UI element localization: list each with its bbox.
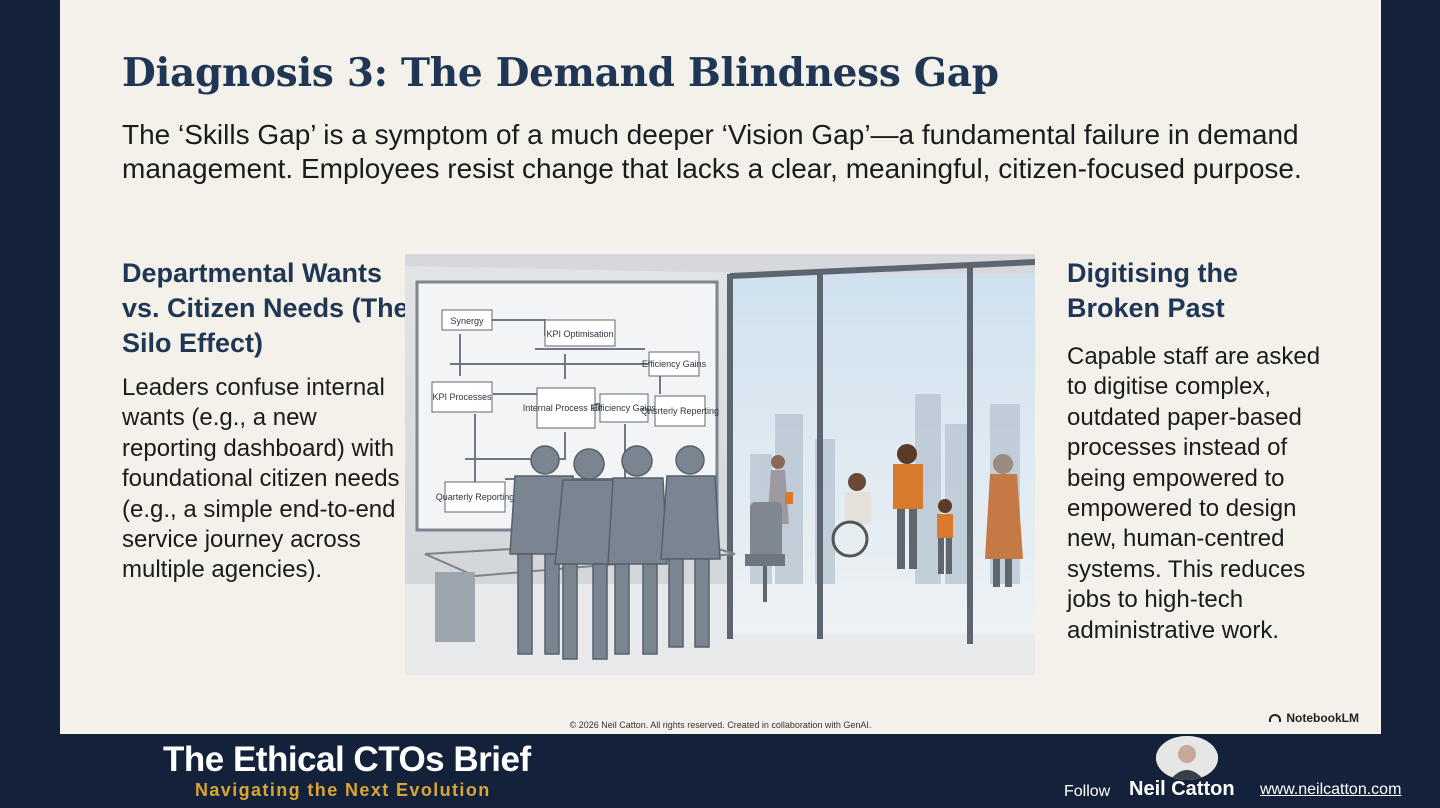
brand-subtitle: Navigating the Next Evolution — [195, 780, 491, 800]
left-column-body: Leaders confuse internal wants (e.g., a … — [122, 374, 400, 584]
copyright-notice: © 2026 Neil Catton. All rights reserved.… — [569, 720, 872, 730]
wb-box-4: KPI Processes — [432, 392, 492, 402]
wb-box-5: Internal Process Flow — [523, 403, 610, 413]
wb-box-8: Quarterly Reporting — [436, 492, 515, 502]
office-illustration: Synergy KPI Optimisation Efficiency Gain… — [405, 254, 1035, 675]
executives-group — [509, 445, 721, 660]
avatar-icon — [1156, 736, 1218, 780]
wb-box-2: KPI Optimisation — [546, 329, 613, 339]
left-column-heading: Departmental Wants vs. Citizen Needs (Th… — [122, 258, 409, 358]
notebooklm-label: NotebookLM — [1286, 711, 1359, 725]
slide-subtitle: The ‘Skills Gap’ is a symptom of a much … — [122, 119, 1302, 184]
brand-title: The Ethical CTOs Brief — [163, 740, 531, 779]
wb-box-6: Efficiency Gains — [592, 403, 657, 413]
slide-title: Diagnosis 3: The Demand Blindness Gap — [122, 50, 999, 96]
wb-box-3: Efficiency Gains — [642, 359, 707, 369]
notebooklm-icon — [1269, 714, 1282, 722]
right-column-body: Capable staff are asked to digitise comp… — [1067, 343, 1321, 644]
wb-box-7: Qnsrterly Reperting — [641, 406, 719, 416]
website-link[interactable]: www.neilcatton.com — [1260, 781, 1402, 798]
author-name[interactable]: Neil Catton — [1129, 778, 1235, 800]
illustration-svg: Synergy KPI Optimisation Efficiency Gain… — [405, 254, 1035, 675]
notebooklm-watermark: NotebookLM — [1269, 711, 1359, 725]
author-avatar — [1156, 736, 1218, 780]
right-column-heading: Digitising the Broken Past — [1067, 258, 1238, 323]
slide: Diagnosis 3: The Demand Blindness Gap Th… — [60, 0, 1381, 734]
wb-box-1: Synergy — [450, 316, 484, 326]
follow-label: Follow — [1064, 783, 1111, 800]
